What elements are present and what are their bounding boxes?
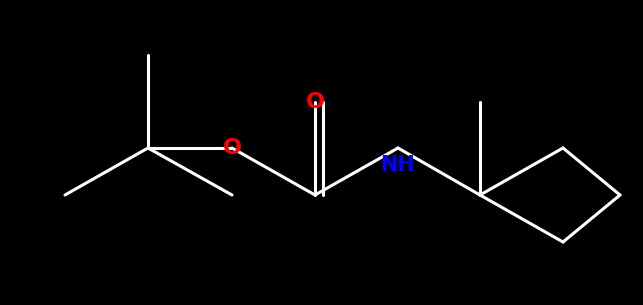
Text: NH: NH <box>381 155 415 175</box>
Text: O: O <box>222 138 242 158</box>
Text: O: O <box>305 92 325 112</box>
